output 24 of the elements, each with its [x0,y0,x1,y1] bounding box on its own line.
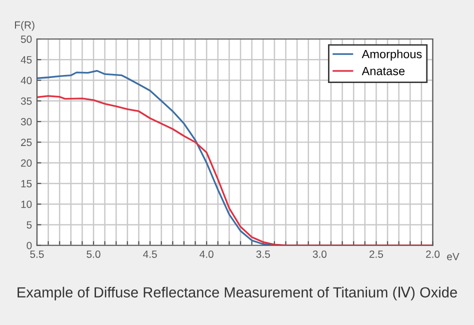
x-tick-label: 4.5 [143,250,157,258]
legend-label: Anatase [362,66,405,76]
y-tick-label: 5 [26,221,32,229]
y-axis-title: F(R) [15,21,34,31]
y-tick-label: 25 [21,138,32,146]
x-tick-label: 2.0 [426,250,440,258]
legend-label: Amorphous [362,50,422,61]
y-tick-label: 50 [20,36,32,43]
x-tick-label: 4.0 [200,250,214,258]
y-tick-label: 45 [20,56,32,64]
x-tick-label: 3.5 [256,250,270,258]
x-axis-title: eV [447,252,460,260]
y-tick-label: 35 [20,97,32,105]
y-tick-label: 30 [20,118,32,126]
text: Example of Diffuse Reflectance Measurement of Titanium (Ⅳ) Oxide [18,286,457,300]
y-tick-label: 10 [21,200,32,208]
y-tick-label: 20 [21,159,32,167]
x-tick-label: 3.0 [312,250,327,258]
y-tick-label: 0 [26,242,32,250]
y-tick-label: 15 [21,180,32,188]
y-tick-label: 40 [20,76,32,84]
x-tick-label: 5.5 [30,250,44,258]
x-tick-label: 5.0 [86,250,100,258]
x-tick-label: 2.5 [370,250,384,258]
